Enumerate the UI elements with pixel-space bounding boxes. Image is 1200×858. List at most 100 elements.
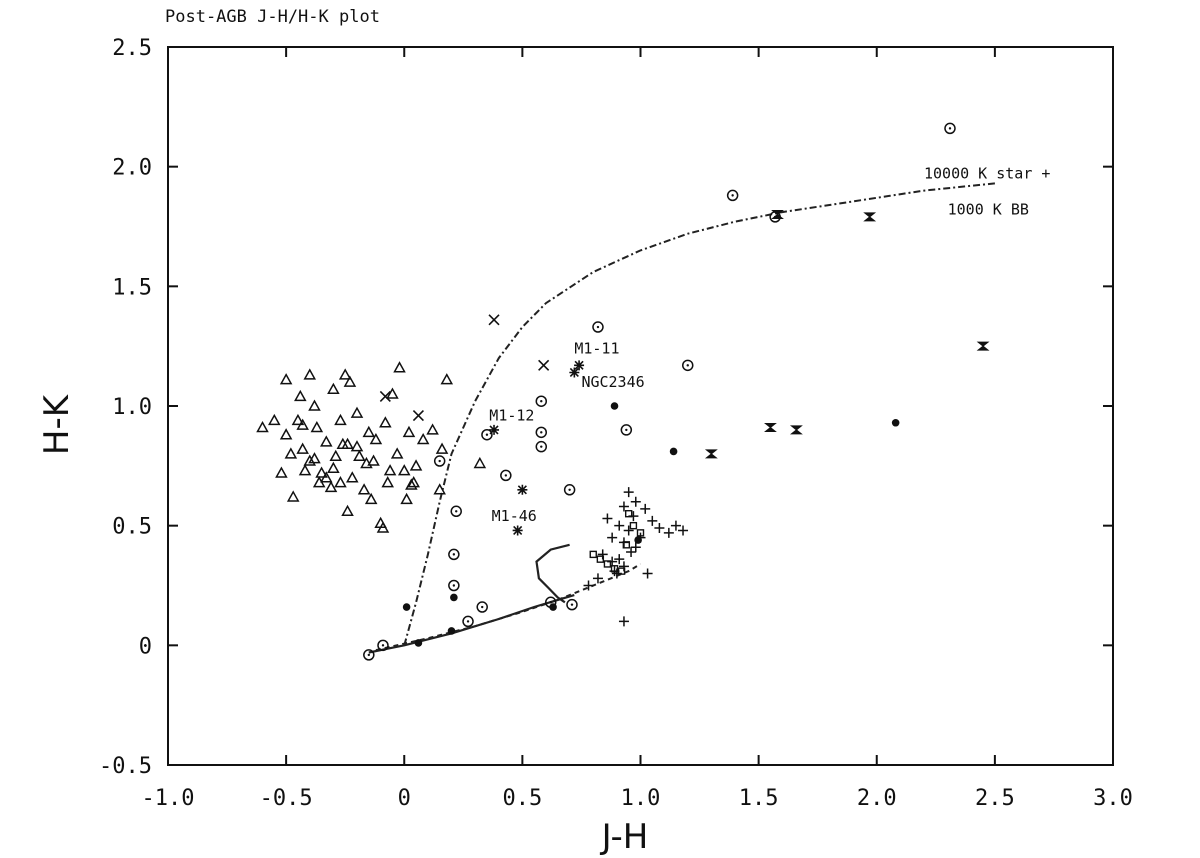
y-tick-label: 1.0 — [112, 395, 152, 420]
point-hourglass — [771, 210, 784, 220]
point-triangle — [407, 476, 420, 488]
point-circle — [535, 395, 548, 407]
point-plus — [618, 616, 629, 627]
point-plus — [647, 515, 658, 526]
point-triangle — [367, 454, 380, 466]
y-tick-label: 2.0 — [112, 156, 152, 181]
point-star — [517, 484, 528, 495]
point-plus — [630, 542, 641, 553]
point-plus — [654, 523, 665, 534]
annotation-label: M1-11 — [574, 339, 619, 357]
point-triangle — [393, 361, 406, 373]
point-square — [636, 529, 645, 537]
point-circle — [592, 321, 604, 333]
point-circle — [620, 424, 633, 436]
point-triangle — [320, 471, 333, 483]
point-square — [622, 541, 631, 549]
point-plus — [626, 546, 637, 557]
annotation-label: NGC2346 — [581, 373, 644, 391]
point-hourglass — [863, 212, 877, 222]
point-square — [589, 550, 597, 559]
point-triangle — [341, 504, 354, 517]
point-triangle — [310, 420, 324, 433]
point-plus — [623, 487, 634, 498]
point-square — [629, 521, 638, 530]
curve-solid — [535, 543, 570, 604]
x-tick-label: 0.5 — [503, 786, 543, 811]
point-circle — [450, 505, 462, 518]
point-dot — [610, 402, 619, 410]
point-triangle — [296, 418, 309, 430]
point-triangle — [286, 490, 300, 502]
point-triangle — [402, 425, 416, 438]
point-triangle — [353, 449, 366, 462]
point-square — [624, 510, 633, 518]
point-circle — [535, 440, 548, 453]
point-plus — [678, 525, 689, 536]
point-triangle — [336, 437, 350, 450]
point-circle — [682, 359, 694, 372]
point-triangle — [350, 406, 364, 418]
point-hourglass — [789, 425, 803, 435]
point-triangle — [381, 476, 394, 488]
point-cross — [538, 359, 550, 371]
point-dot — [447, 627, 456, 635]
point-star — [574, 360, 585, 371]
point-triangle — [324, 480, 338, 493]
point-triangle — [320, 435, 333, 447]
point-dot — [402, 603, 411, 611]
point-square — [610, 565, 619, 573]
chart-title: Post-AGB J-H/H-K plot — [165, 7, 380, 27]
point-triangle — [360, 456, 373, 469]
point-triangle — [397, 464, 411, 476]
point-triangle — [329, 449, 343, 462]
point-triangle — [315, 466, 328, 478]
x-tick-label: -1.0 — [142, 786, 195, 811]
point-plus — [602, 513, 613, 524]
point-triangle — [338, 368, 352, 380]
point-triangle — [386, 387, 399, 399]
point-triangle — [256, 420, 269, 433]
point-dot — [450, 593, 458, 602]
point-circle — [377, 639, 389, 652]
y-tick-label: 1.5 — [112, 275, 152, 300]
point-triangle — [294, 389, 307, 402]
point-cross — [488, 314, 500, 326]
point-triangle — [268, 413, 281, 426]
point-plus — [614, 520, 625, 531]
point-plus — [640, 503, 651, 514]
annotation-label: M1-12 — [489, 406, 534, 424]
x-axis-label: J-H — [600, 817, 649, 857]
point-star — [489, 424, 500, 435]
x-tick-label: -0.5 — [260, 786, 313, 811]
point-circle — [566, 598, 578, 611]
point-triangle — [298, 464, 312, 476]
point-triangle — [308, 399, 321, 411]
plot-frame — [167, 46, 1114, 766]
y-axis-label: H-K — [37, 393, 77, 455]
y-tick-label: -0.5 — [99, 754, 152, 779]
point-triangle — [284, 447, 298, 459]
point-triangle — [308, 452, 321, 464]
axis-ticks: -1.0 -0.5 0 0.5 1.0 1.5 2.0 2.5 3.0 -0.5 0 0.5 1.0 1.… — [99, 36, 1133, 811]
point-dot — [669, 447, 678, 456]
x-tick-label: 2.0 — [857, 786, 897, 811]
point-triangle — [433, 483, 446, 495]
point-cross — [379, 390, 391, 402]
point-circle — [535, 426, 548, 439]
point-circle — [726, 189, 739, 202]
model-curves — [368, 182, 996, 654]
point-dot — [414, 639, 423, 647]
y-tick-label: 0 — [139, 634, 152, 659]
point-square — [603, 560, 612, 568]
point-triangle — [279, 428, 293, 440]
point-plus — [663, 527, 674, 538]
point-triangle — [303, 454, 317, 466]
point-cross — [412, 410, 424, 422]
point-hourglass — [704, 449, 718, 459]
point-circle — [500, 469, 512, 482]
point-circle — [448, 579, 460, 592]
x-tick-label: 2.5 — [975, 786, 1015, 811]
y-tick-label: 2.5 — [112, 36, 152, 61]
